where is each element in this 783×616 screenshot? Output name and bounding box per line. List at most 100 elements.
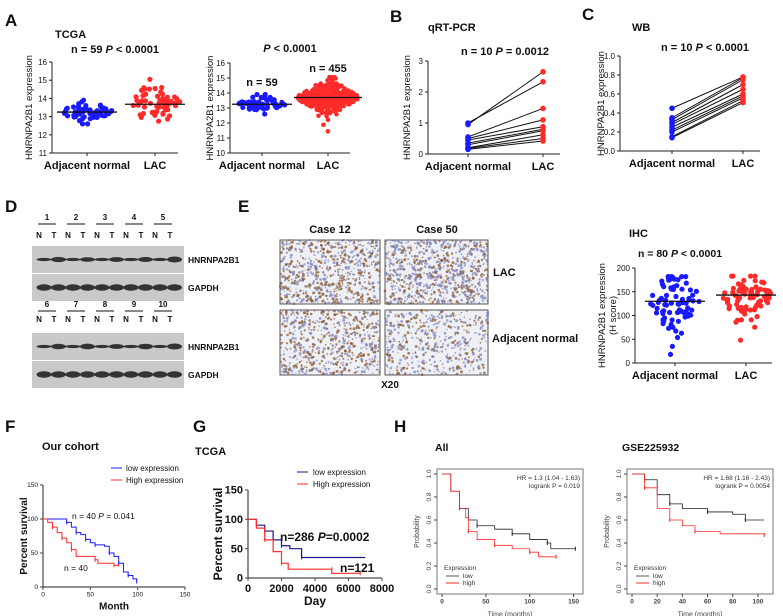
data-point bbox=[650, 292, 656, 298]
cell-stain bbox=[376, 250, 379, 252]
pair-line bbox=[671, 79, 744, 121]
cell-stain bbox=[442, 279, 445, 281]
cell-stain bbox=[425, 361, 427, 364]
cell-stain bbox=[312, 280, 315, 283]
cell-stain bbox=[450, 301, 453, 304]
cell-stain bbox=[426, 341, 429, 344]
cell-stain bbox=[306, 351, 310, 354]
cell-stain bbox=[446, 242, 450, 245]
cell-stain bbox=[341, 315, 344, 317]
cell-stain bbox=[464, 245, 466, 247]
cell-stain bbox=[346, 282, 349, 284]
cell-stain bbox=[424, 289, 426, 291]
cell-stain bbox=[339, 268, 341, 270]
cell-stain bbox=[469, 364, 472, 367]
cell-stain bbox=[365, 362, 368, 365]
cell-stain bbox=[399, 323, 403, 327]
blot-band bbox=[152, 371, 168, 378]
cell-stain bbox=[416, 286, 419, 289]
cell-stain bbox=[339, 294, 341, 296]
cell-stain bbox=[335, 242, 337, 244]
cell-stain bbox=[485, 284, 488, 287]
cell-stain bbox=[293, 350, 296, 353]
cell-stain bbox=[312, 337, 314, 340]
cell-stain bbox=[367, 252, 369, 254]
cell-stain bbox=[389, 322, 391, 324]
cell-stain bbox=[359, 274, 362, 277]
y-axis-label: HNRNPA2B1 expression bbox=[402, 55, 413, 160]
cell-stain bbox=[390, 346, 394, 349]
cell-stain bbox=[324, 287, 327, 289]
cell-stain bbox=[419, 259, 421, 262]
cell-stain bbox=[390, 262, 393, 264]
data-point bbox=[661, 284, 667, 290]
cell-stain bbox=[463, 340, 466, 343]
cell-stain bbox=[436, 321, 440, 325]
data-point bbox=[335, 86, 340, 91]
cell-stain bbox=[436, 346, 439, 349]
data-point bbox=[135, 102, 141, 108]
blot-band bbox=[152, 284, 168, 291]
x-tick-label: 150 bbox=[180, 592, 191, 599]
cell-stain bbox=[316, 275, 319, 278]
cell-stain bbox=[346, 352, 349, 355]
data-point bbox=[660, 317, 666, 323]
cell-stain bbox=[388, 264, 391, 266]
cell-stain bbox=[399, 343, 402, 345]
cell-stain bbox=[465, 329, 468, 332]
cell-stain bbox=[472, 367, 475, 370]
cell-stain bbox=[293, 345, 296, 349]
cell-stain bbox=[304, 318, 307, 321]
ihc-image-case-50-normal bbox=[384, 308, 490, 377]
cell-stain bbox=[348, 323, 350, 325]
cell-stain bbox=[312, 291, 315, 295]
stat-value: < 0.0001 bbox=[678, 248, 722, 260]
cell-stain bbox=[482, 334, 485, 337]
cell-stain bbox=[462, 247, 465, 251]
cell-stain bbox=[449, 326, 453, 329]
cell-stain bbox=[318, 362, 321, 365]
cell-stain bbox=[465, 257, 468, 260]
cell-stain bbox=[315, 277, 318, 281]
cell-stain bbox=[374, 247, 376, 250]
cell-stain bbox=[443, 239, 447, 243]
y-tick-label: 0 bbox=[34, 584, 38, 591]
cell-stain bbox=[282, 353, 286, 356]
cell-stain bbox=[416, 269, 419, 272]
cell-stain bbox=[482, 296, 486, 300]
cell-stain bbox=[454, 339, 457, 342]
cell-stain bbox=[394, 247, 397, 251]
cell-stain bbox=[412, 266, 415, 269]
cell-stain bbox=[459, 258, 462, 260]
data-point bbox=[730, 285, 737, 291]
y-tick-label: 0.8 bbox=[426, 492, 433, 501]
cell-stain bbox=[361, 338, 364, 341]
cell-stain bbox=[349, 342, 353, 345]
cell-stain bbox=[405, 348, 407, 350]
cell-stain bbox=[442, 288, 444, 290]
cell-stain bbox=[412, 286, 414, 289]
cell-stain bbox=[419, 325, 423, 329]
cell-stain bbox=[322, 354, 326, 358]
cell-stain bbox=[360, 373, 363, 376]
cell-stain bbox=[415, 329, 418, 332]
stat-n: n = 59 bbox=[71, 44, 106, 56]
cell-stain bbox=[302, 290, 304, 292]
cell-stain bbox=[301, 264, 304, 268]
cell-stain bbox=[348, 322, 351, 324]
cell-stain bbox=[458, 358, 461, 361]
cell-stain bbox=[343, 367, 347, 371]
cell-stain bbox=[470, 279, 472, 282]
cell-stain bbox=[290, 313, 293, 316]
cell-stain bbox=[395, 257, 398, 261]
cell-stain bbox=[431, 319, 434, 322]
cell-stain bbox=[429, 337, 432, 339]
y-tick-label: 11 bbox=[39, 149, 48, 158]
cell-stain bbox=[467, 359, 471, 363]
cell-stain bbox=[374, 263, 377, 266]
cell-stain bbox=[284, 263, 288, 267]
cell-stain bbox=[361, 298, 364, 301]
cell-stain bbox=[434, 322, 437, 325]
cell-stain bbox=[302, 311, 306, 315]
y-tick-label: 14 bbox=[216, 89, 225, 98]
